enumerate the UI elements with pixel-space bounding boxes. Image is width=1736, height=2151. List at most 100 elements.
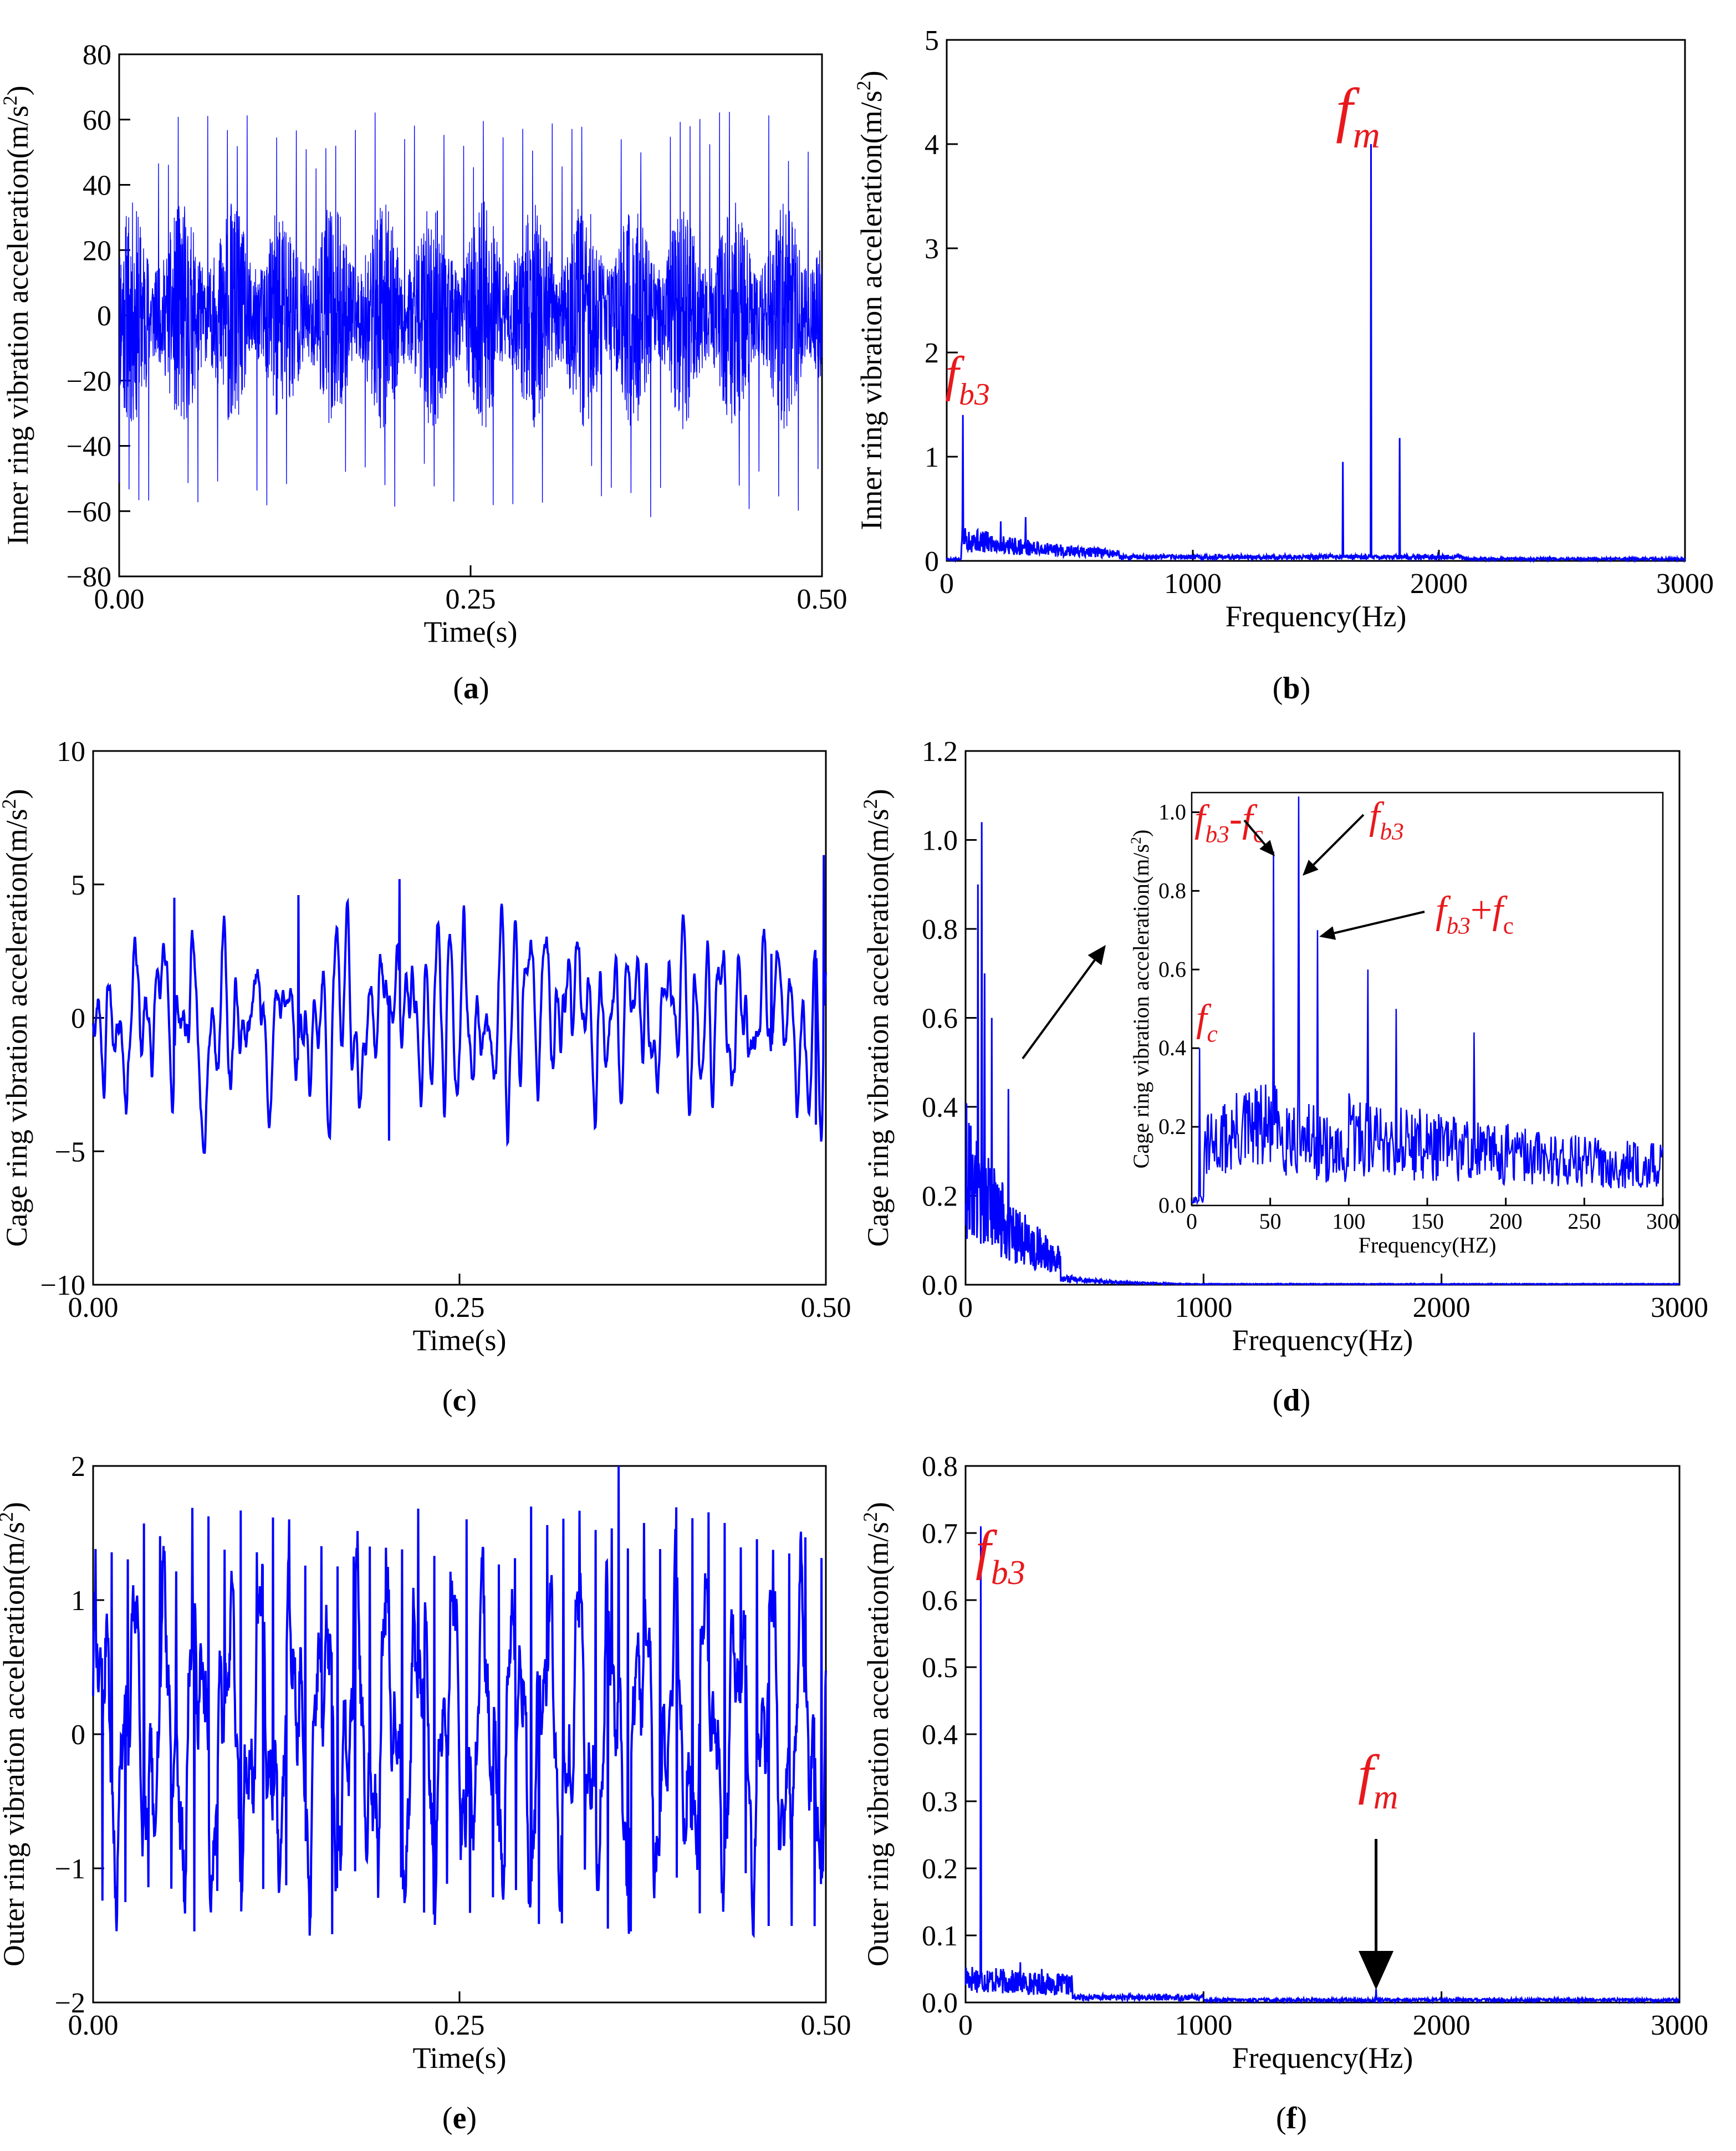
y-axis-label-main: Cage ring vibration acceleration(m/s	[1129, 844, 1153, 1168]
panel-caption-letter: d	[1283, 1383, 1300, 1418]
x-tick-label: 0.50	[801, 1292, 851, 1324]
y-axis-label-superscript: 2	[1128, 837, 1144, 844]
y-tick-label: 1.0	[1158, 799, 1186, 824]
panel-caption: (b)	[1273, 671, 1310, 706]
y-axis-label-main: Cage ring vibration acceleration(m/s	[861, 809, 895, 1246]
annotation-subscript: b3	[1380, 819, 1403, 845]
y-tick-label: 0.8	[922, 914, 958, 946]
arrow-fb3-minus-fc-head	[1259, 840, 1275, 856]
y-axis-label: Inner ring vibration acceleration(m/s2)	[852, 70, 888, 530]
y-tick-label: 0	[71, 1003, 85, 1035]
y-tick-label: 0.4	[922, 1719, 958, 1751]
y-axis-label-close: )	[1, 85, 34, 95]
y-axis-label-superscript: 2	[0, 1512, 17, 1522]
zoom-arrow-head	[1087, 945, 1106, 965]
y-tick-label: −40	[67, 431, 111, 463]
y-tick-label: 0.8	[1158, 878, 1186, 903]
annotation-fm: fm	[1336, 76, 1380, 156]
annotation-subscript: c	[1503, 913, 1514, 939]
y-tick-label: 0.0	[922, 1987, 958, 2019]
y-tick-label: 0	[71, 1719, 85, 1751]
y-tick-label: 5	[925, 25, 939, 57]
y-axis-label-main: Outer ring vibration acceleration(m/s	[861, 1522, 895, 1966]
x-tick-label: 50	[1259, 1209, 1281, 1234]
y-tick-label: 0.4	[1158, 1035, 1186, 1060]
y-tick-label: 0.0	[922, 1270, 958, 1301]
x-tick-label: 3000	[1651, 2010, 1708, 2041]
panel-caption: (f)	[1276, 2101, 1307, 2135]
y-tick-label: 3	[925, 233, 939, 265]
y-tick-label: 0.6	[1158, 957, 1186, 982]
y-axis-label: Cage ring vibration acceleration(m/s2)	[1128, 830, 1153, 1169]
y-tick-label: 2	[71, 1451, 85, 1483]
y-tick-label: 0.7	[922, 1518, 958, 1550]
y-axis-label: Inner ring vibration acceleration(m/s2)	[0, 85, 34, 545]
annotation-subscript: b3	[959, 377, 990, 412]
y-axis-label: Outer ring vibration acceleration(m/s2)	[859, 1502, 895, 1966]
x-tick-label: 0.25	[435, 2010, 485, 2041]
panel-a: 0.00 0.25 0.50 −80 −60 −40 −20 0 20 40 60 80 Time(s)…	[0, 39, 847, 706]
y-tick-label: −80	[67, 561, 111, 593]
y-tick-label: 20	[83, 235, 111, 267]
panel-d: 0 1000 2000 30000.00.20.40.60.81.01.2Freque…	[859, 736, 1708, 1418]
x-tick-label: 3000	[1656, 568, 1714, 600]
y-tick-label: 0.1	[922, 1920, 958, 1952]
y-tick-label: 0.8	[922, 1451, 958, 1483]
x-tick-label: 0	[958, 2010, 973, 2041]
y-tick-label: −2	[55, 1987, 85, 2019]
y-axis-label-superscript: 2	[859, 1512, 881, 1522]
annotation-operator: -	[1229, 798, 1242, 840]
panel-caption: (c)	[442, 1383, 477, 1418]
y-tick-label: 1.0	[922, 825, 958, 857]
x-tick-label: 2000	[1413, 1292, 1471, 1324]
panel-b: 0 1000 2000 3000 0 1 2 3 4 5 Frequency(Hz) Inner ri…	[852, 25, 1714, 706]
annotation-subscript: m	[1374, 1779, 1398, 1816]
panel-f: 0 1000 2000 3000 0.0 0.1 0.2 0.3 0.4 0.5 0.6 0.7 0.8…	[859, 1451, 1708, 2135]
y-tick-label: −60	[67, 496, 111, 528]
arrow-fb3-plus-fc	[1334, 911, 1425, 934]
x-tick-label: 250	[1567, 1209, 1601, 1234]
y-axis-label-main: Inner ring vibration acceleration(m/s	[855, 90, 888, 530]
x-axis-label: Time(s)	[412, 1324, 506, 1357]
arrow-fb3-plus-fc-head	[1319, 926, 1336, 940]
x-tick-label: 150	[1411, 1209, 1444, 1234]
annotation-fm: fm	[1358, 1744, 1398, 1816]
panel-caption: (d)	[1273, 1383, 1310, 1418]
x-axis-label: Frequency(HZ)	[1359, 1233, 1497, 1258]
x-axis-label: Time(s)	[423, 615, 517, 648]
x-tick-label: 0.00	[68, 2010, 119, 2041]
annotation-operator: +	[1471, 889, 1492, 932]
panel-caption-letter: a	[463, 671, 479, 706]
x-tick-label: 2000	[1410, 568, 1468, 600]
y-axis-label: Outer ring vibration acceleration(m/s2)	[0, 1502, 30, 1966]
annotation-subscript: b3	[991, 1554, 1025, 1592]
y-axis-label-main: Cage ring vibration acceleration(m/s	[0, 809, 33, 1246]
y-axis-label-main: Inner ring vibration acceleration(m/s	[1, 105, 34, 545]
y-tick-label: 0.0	[1158, 1193, 1186, 1218]
series-line	[119, 111, 823, 518]
y-tick-label: −5	[55, 1136, 85, 1168]
y-tick-label: 1	[71, 1585, 85, 1617]
y-tick-label: 0.6	[922, 1585, 958, 1617]
annotation-fb3: fb3	[976, 1519, 1025, 1592]
y-tick-label: 60	[83, 105, 111, 136]
x-tick-label: 0	[958, 1292, 973, 1324]
y-tick-label: 0.3	[922, 1786, 958, 1818]
annotation-subscript: b3	[1205, 821, 1229, 848]
y-axis-label-superscript: 2	[859, 799, 881, 809]
y-axis-label-superscript: 2	[852, 80, 875, 90]
y-axis-label-close: )	[861, 789, 895, 799]
x-tick-label: 2000	[1413, 2010, 1471, 2041]
annotation-subscript: b3	[1446, 913, 1470, 939]
y-tick-label: 0.2	[1158, 1114, 1186, 1139]
panel-e: 0.00 0.25 0.50 −2 −1 0 1 2 Time(s) Outer ring vib…	[0, 1451, 851, 2135]
x-tick-label: 0.50	[801, 2010, 851, 2041]
y-tick-label: 10	[57, 736, 85, 768]
panel-caption-letter: c	[453, 1383, 467, 1418]
y-axis-label-main: Outer ring vibration acceleration(m/s	[0, 1522, 30, 1966]
panel-caption: (e)	[442, 2101, 477, 2135]
series-line	[92, 855, 827, 1154]
x-tick-label: 3000	[1651, 1292, 1708, 1324]
y-axis-label-close: )	[855, 70, 888, 80]
x-tick-label: 0.25	[435, 1292, 485, 1324]
